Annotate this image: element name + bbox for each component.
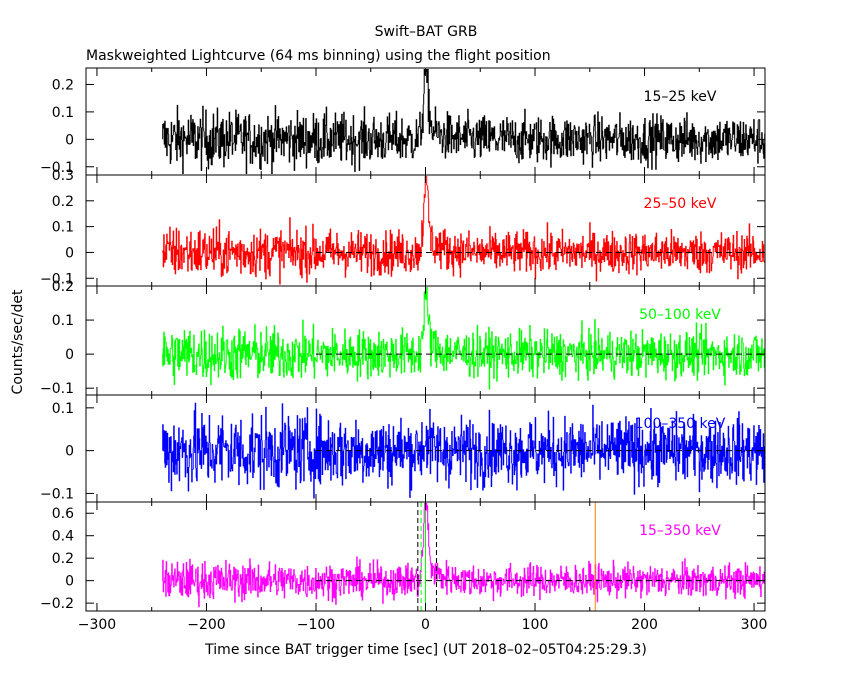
panel-0: −0.1 0 0.1 0.2 15–25 keV bbox=[40, 67, 766, 176]
y-tick-label-1-3: 0.2 bbox=[52, 194, 74, 210]
y-tick-label-1-0: −0.1 bbox=[40, 271, 74, 287]
y-tick-label-0-0: −0.1 bbox=[40, 160, 74, 176]
y-tick-label-4-0: −0.2 bbox=[40, 596, 74, 612]
panels-group: −0.1 0 0.1 0.2 15–25 keV −0.1 0 0.1 0.2 0.3 25–50 … bbox=[40, 67, 766, 612]
y-tick-label-0-2: 0.1 bbox=[52, 105, 74, 121]
x-tick-label-3: 0 bbox=[421, 617, 430, 633]
y-tick-label-1-1: 0 bbox=[65, 245, 74, 261]
band-label-2: 50–100 keV bbox=[639, 307, 721, 323]
y-tick-label-3-2: 0.1 bbox=[52, 401, 74, 417]
y-tick-label-3-0: −0.1 bbox=[40, 486, 74, 502]
x-tick-label-0: −300 bbox=[78, 617, 116, 633]
y-tick-label-1-4: 0.3 bbox=[52, 168, 74, 184]
band-label-4: 15–350 keV bbox=[639, 523, 721, 539]
y-tick-label-0-1: 0 bbox=[65, 132, 74, 148]
band-label-1: 25–50 keV bbox=[644, 196, 717, 212]
chart-title: Swift–BAT GRB bbox=[375, 24, 478, 40]
x-tick-label-2: −100 bbox=[297, 617, 335, 633]
x-tick-label-6: 300 bbox=[741, 617, 768, 633]
panel-4: −0.2 0 0.2 0.4 0.6 15–350 keV bbox=[40, 501, 766, 612]
band-label-3: 100–350 keV bbox=[635, 416, 726, 432]
y-tick-label-2-0: −0.1 bbox=[40, 381, 74, 397]
band-label-0: 15–25 keV bbox=[644, 89, 717, 105]
y-axis-label: Counts/sec/det bbox=[10, 289, 26, 394]
lightcurve-series-2 bbox=[162, 287, 766, 390]
y-tick-label-3-1: 0 bbox=[65, 444, 74, 460]
y-tick-label-0-3: 0.2 bbox=[52, 77, 74, 93]
lightcurve-series-3 bbox=[162, 402, 766, 499]
panel-1: −0.1 0 0.1 0.2 0.3 25–50 keV bbox=[40, 168, 766, 287]
lightcurve-series-0 bbox=[162, 69, 766, 174]
y-tick-label-4-3: 0.4 bbox=[52, 529, 74, 545]
y-tick-label-1-2: 0.1 bbox=[52, 220, 74, 236]
x-tick-label-1: −200 bbox=[187, 617, 225, 633]
y-tick-label-2-3: 0.2 bbox=[52, 279, 74, 295]
y-tick-label-4-1: 0 bbox=[65, 574, 74, 590]
panel-2: −0.1 0 0.1 0.2 50–100 keV bbox=[40, 279, 766, 397]
y-tick-label-4-2: 0.2 bbox=[52, 551, 74, 567]
lightcurve-series-4 bbox=[162, 503, 766, 608]
panel-3: −0.1 0 0.1 100–350 keV bbox=[40, 394, 766, 503]
lightcurve-series-1 bbox=[162, 176, 766, 285]
x-tick-label-4: 100 bbox=[522, 617, 549, 633]
x-tick-label-5: 200 bbox=[631, 617, 658, 633]
y-tick-label-4-4: 0.6 bbox=[52, 506, 74, 522]
y-tick-label-2-1: 0 bbox=[65, 347, 74, 363]
chart-subtitle: Maskweighted Lightcurve (64 ms binning) … bbox=[86, 48, 551, 64]
x-tick-labels-group: −300 −200 −100 0 100 200 300 bbox=[78, 617, 768, 633]
y-tick-label-2-2: 0.1 bbox=[52, 313, 74, 329]
x-axis-label: Time since BAT trigger time [sec] (UT 20… bbox=[204, 642, 647, 658]
